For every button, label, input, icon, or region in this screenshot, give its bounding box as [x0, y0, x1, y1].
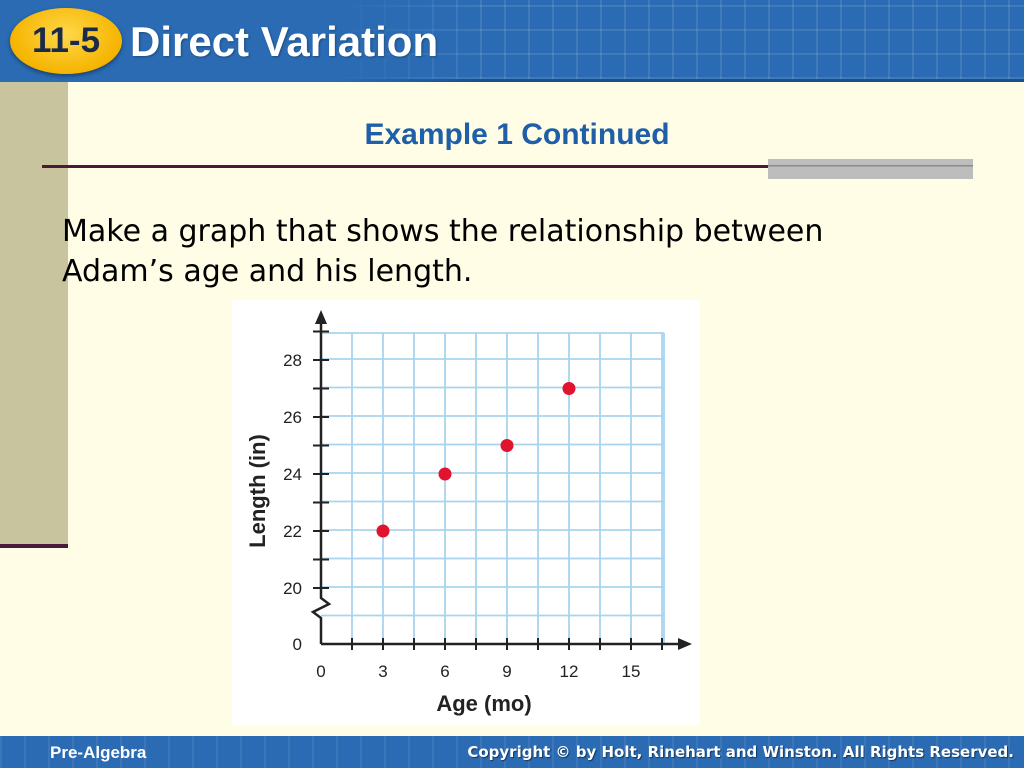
body-line-2: Adam’s age and his length. [62, 254, 473, 289]
x-tick-label: 15 [622, 662, 641, 681]
y-tick-label: 22 [283, 522, 302, 541]
data-point [500, 439, 514, 452]
y-axis-arrow [315, 310, 327, 324]
body-text: Make a graph that shows the relationship… [62, 212, 962, 292]
title-divider [42, 165, 972, 168]
y-tick-label: 26 [283, 408, 302, 427]
x-tick-label: 3 [378, 662, 387, 681]
y-axis-label: Length (in) [245, 434, 270, 548]
x-tick-label: 0 [316, 662, 325, 681]
x-tick-label: 9 [502, 662, 511, 681]
x-tick-label: 12 [560, 662, 579, 681]
side-rule [0, 544, 68, 548]
slide-header: 11-5 Direct Variation [0, 0, 1024, 82]
slide-title: Direct Variation [130, 18, 439, 65]
data-point [376, 524, 390, 538]
y-tick-label: 28 [283, 351, 302, 370]
lesson-badge: 11-5 [10, 8, 122, 74]
x-tick-label: 6 [440, 662, 449, 681]
data-point [438, 467, 452, 481]
x-axis-label: Age (mo) [436, 691, 531, 716]
y-axis [310, 322, 332, 644]
slide-footer: Pre-Algebra Copyright © by Holt, Rinehar… [0, 736, 1024, 768]
footer-course: Pre-Algebra [50, 743, 147, 762]
title-divider-accent [768, 159, 973, 179]
y-tick-label: 24 [283, 465, 302, 484]
data-point [562, 382, 576, 395]
slide-subtitle: Example 1 Continued [364, 118, 670, 151]
chart-svg: 0 3 6 9 12 15 0 20 22 24 26 28 Age (mo) Length (in) [245, 310, 692, 716]
body-line-1: Make a graph that shows the relationship… [62, 214, 824, 249]
chart: 0 3 6 9 12 15 0 20 22 24 26 28 Age (mo) Length (in) [232, 300, 700, 725]
x-axis-arrow [678, 638, 692, 650]
footer-copyright: Copyright © by Holt, Rinehart and Winsto… [467, 743, 1014, 761]
y-tick-label: 20 [283, 579, 302, 598]
side-band [0, 82, 68, 548]
y-tick-label: 0 [293, 635, 302, 654]
